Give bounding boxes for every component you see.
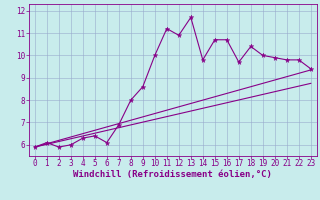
X-axis label: Windchill (Refroidissement éolien,°C): Windchill (Refroidissement éolien,°C) (73, 170, 272, 179)
